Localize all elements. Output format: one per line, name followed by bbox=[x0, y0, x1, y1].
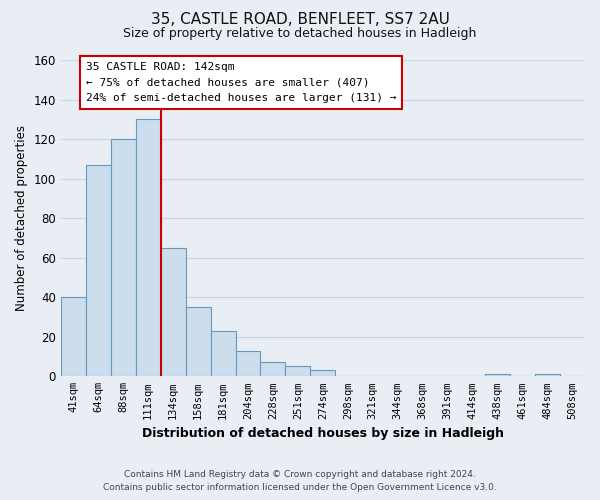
Bar bbox=[136, 120, 161, 376]
Bar bbox=[485, 374, 510, 376]
Bar bbox=[61, 297, 86, 376]
Bar bbox=[310, 370, 335, 376]
Text: Contains HM Land Registry data © Crown copyright and database right 2024.
Contai: Contains HM Land Registry data © Crown c… bbox=[103, 470, 497, 492]
Bar bbox=[260, 362, 286, 376]
Y-axis label: Number of detached properties: Number of detached properties bbox=[15, 125, 28, 311]
Bar bbox=[161, 248, 185, 376]
Text: 35, CASTLE ROAD, BENFLEET, SS7 2AU: 35, CASTLE ROAD, BENFLEET, SS7 2AU bbox=[151, 12, 449, 28]
Text: Size of property relative to detached houses in Hadleigh: Size of property relative to detached ho… bbox=[124, 28, 476, 40]
Bar bbox=[86, 165, 111, 376]
Bar bbox=[111, 139, 136, 376]
Bar bbox=[286, 366, 310, 376]
Bar bbox=[535, 374, 560, 376]
Text: 35 CASTLE ROAD: 142sqm
← 75% of detached houses are smaller (407)
24% of semi-de: 35 CASTLE ROAD: 142sqm ← 75% of detached… bbox=[86, 62, 396, 103]
Bar bbox=[185, 307, 211, 376]
Bar bbox=[211, 331, 236, 376]
X-axis label: Distribution of detached houses by size in Hadleigh: Distribution of detached houses by size … bbox=[142, 427, 504, 440]
Bar bbox=[236, 350, 260, 376]
